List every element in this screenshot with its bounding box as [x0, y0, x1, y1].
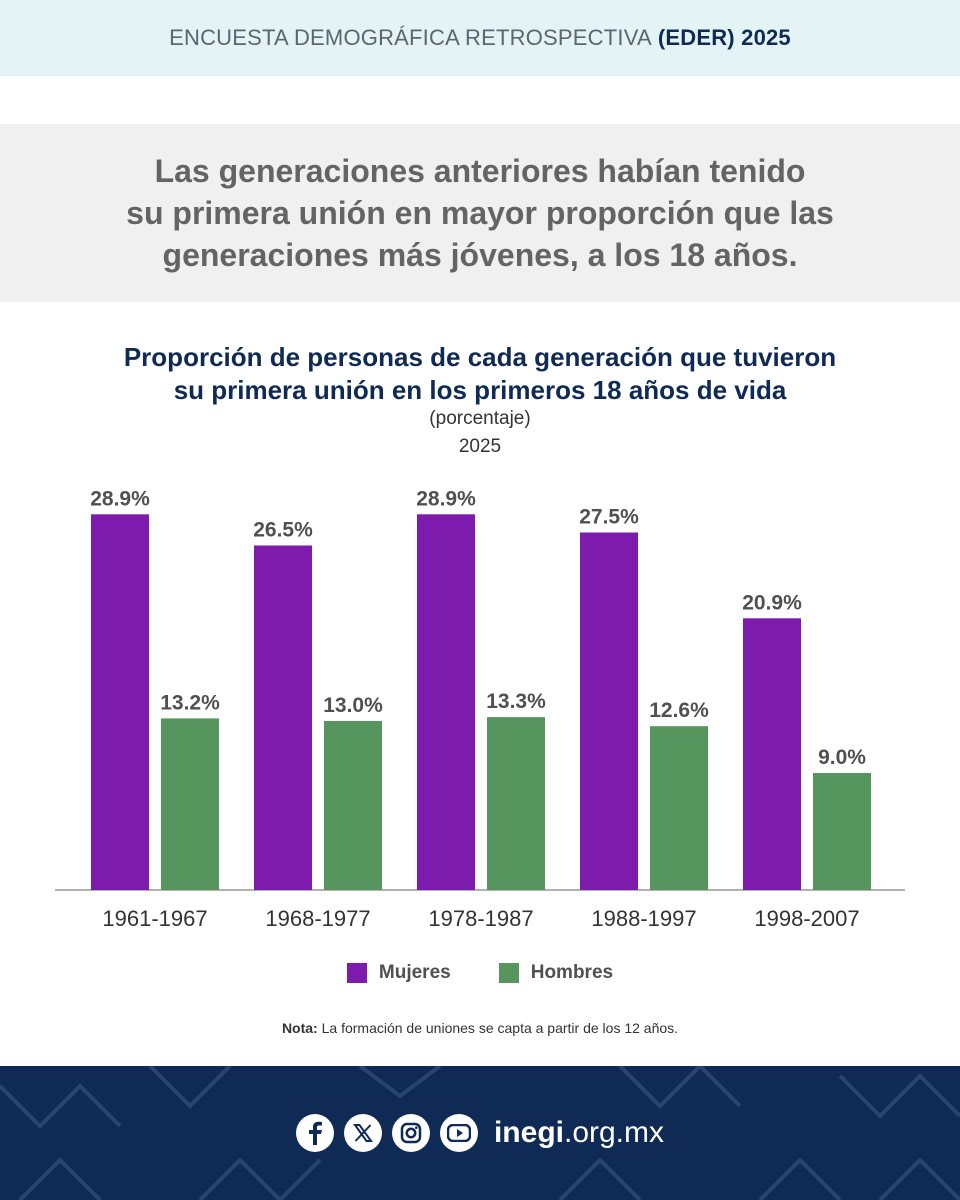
legend-swatch-hombres — [498, 963, 519, 983]
headline-line-2: su primera unión en mayor proporción que… — [126, 195, 834, 231]
x-tick-label-1978-1987: 1978-1987 — [428, 906, 533, 931]
bar-hombres-1968-1977 — [324, 721, 382, 890]
bar-hombres-1988-1997 — [650, 726, 708, 890]
chart-title-line-1: Proporción de personas de cada generació… — [123, 342, 837, 372]
data-label-hombres-1998-2007: 9.0% — [818, 746, 866, 769]
survey-header: ENCUESTA DEMOGRÁFICA RETROSPECTIVA (EDER… — [0, 0, 960, 76]
headline-text: Las generaciones anteriores habían tenid… — [70, 150, 890, 276]
legend-label-hombres: Hombres — [530, 962, 614, 983]
data-label-hombres-1968-1977: 13.0% — [323, 694, 383, 717]
note-label: Nota: — [281, 1020, 318, 1036]
chart-unit-label: (porcentaje) — [429, 408, 531, 429]
bar-chart: 28.9% 13.2% 1961-1967 26.5% 13.0% 1968-1977 28… — [55, 487, 905, 931]
data-label-hombres-1961-1967: 13.2% — [160, 691, 220, 714]
x-icon[interactable] — [343, 1114, 382, 1152]
headline-line-1: Las generaciones anteriores habían tenid… — [154, 153, 806, 189]
chart-legend: Mujeres Hombres — [0, 962, 960, 984]
legend-item-mujeres: Mujeres — [346, 962, 451, 984]
headline-line-3: generaciones más jóvenes, a los 18 años. — [162, 237, 798, 273]
site-name-bold: inegi — [493, 1116, 564, 1149]
data-label-mujeres-1968-1977: 26.5% — [253, 519, 313, 542]
data-label-hombres-1988-1997: 12.6% — [649, 699, 709, 722]
social-bar: inegi.org.mx — [0, 1066, 960, 1200]
data-label-mujeres-1978-1987: 28.9% — [416, 487, 476, 510]
footer-pattern — [0, 1066, 960, 1200]
youtube-icon[interactable] — [439, 1114, 478, 1152]
survey-name: ENCUESTA DEMOGRÁFICA RETROSPECTIVA — [169, 25, 652, 50]
data-label-hombres-1978-1987: 13.3% — [486, 690, 546, 713]
website-link[interactable]: inegi.org.mx — [494, 1116, 664, 1150]
chart-note: Nota: La formación de uniones se capta a… — [0, 1020, 960, 1036]
footer: inegi.org.mx — [0, 1066, 960, 1200]
headline-banner: Las generaciones anteriores habían tenid… — [0, 124, 960, 302]
survey-acronym: (EDER) 2025 — [657, 25, 791, 50]
site-domain: .org.mx — [563, 1116, 665, 1149]
facebook-icon[interactable] — [295, 1114, 334, 1152]
bar-mujeres-1968-1977 — [254, 545, 312, 890]
note-text: La formación de uniones se capta a parti… — [317, 1020, 679, 1036]
bar-mujeres-1988-1997 — [580, 532, 638, 890]
legend-item-hombres: Hombres — [498, 962, 614, 984]
instagram-icon[interactable] — [391, 1114, 430, 1152]
x-tick-label-1988-1997: 1988-1997 — [591, 906, 696, 931]
x-tick-label-1961-1967: 1961-1967 — [102, 906, 207, 931]
bar-mujeres-1961-1967 — [91, 514, 149, 890]
chart-title: Proporción de personas de cada generació… — [0, 341, 960, 407]
bar-mujeres-1978-1987 — [417, 514, 475, 890]
bar-mujeres-1998-2007 — [743, 618, 801, 890]
legend-swatch-mujeres — [346, 963, 367, 983]
bar-hombres-1961-1967 — [161, 718, 219, 890]
chart-title-line-2: su primera unión en los primeros 18 años… — [173, 375, 787, 405]
data-label-mujeres-1998-2007: 20.9% — [742, 591, 802, 614]
data-label-mujeres-1961-1967: 28.9% — [90, 487, 150, 510]
x-tick-label-1998-2007: 1998-2007 — [754, 906, 859, 931]
bar-hombres-1998-2007 — [813, 773, 871, 890]
x-tick-label-1968-1977: 1968-1977 — [265, 906, 370, 931]
data-label-mujeres-1988-1997: 27.5% — [579, 506, 639, 529]
bar-hombres-1978-1987 — [487, 717, 545, 890]
legend-label-mujeres: Mujeres — [378, 962, 451, 983]
chart-year-label: 2025 — [458, 436, 502, 457]
